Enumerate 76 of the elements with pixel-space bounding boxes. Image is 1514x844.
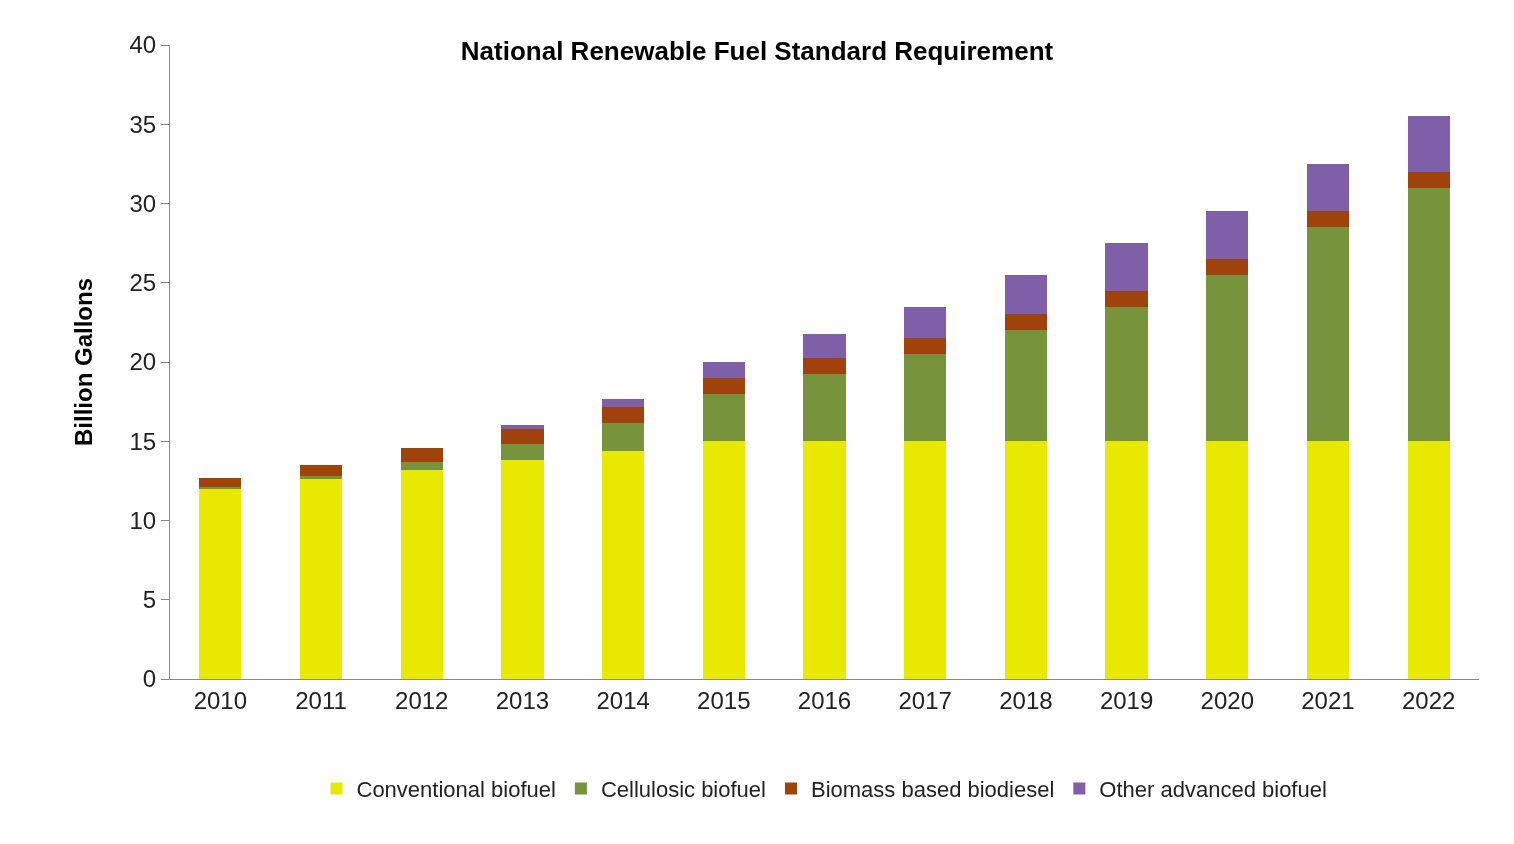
x-tick-label: 2016 xyxy=(797,686,852,714)
legend-label: Biomass based biodiesel xyxy=(810,777,1055,803)
bar xyxy=(400,461,443,470)
bar xyxy=(501,460,544,679)
bar xyxy=(400,447,443,462)
bar xyxy=(199,488,242,679)
bar xyxy=(199,477,242,488)
x-tick-label: 2018 xyxy=(999,686,1053,714)
y-tick-label: 40 xyxy=(129,31,157,59)
y-tick-label: 5 xyxy=(142,586,157,614)
x-tick-label: 2021 xyxy=(1301,686,1355,714)
x-tick-label: 2019 xyxy=(1099,686,1154,714)
bar xyxy=(904,338,947,355)
bar xyxy=(803,358,846,374)
x-tick-label: 2010 xyxy=(193,686,248,714)
bar xyxy=(904,306,947,339)
bar xyxy=(702,362,745,378)
bar xyxy=(1407,171,1450,188)
x-tick-label: 2011 xyxy=(295,686,347,714)
bar xyxy=(1004,441,1048,679)
bar xyxy=(501,428,544,445)
bar xyxy=(299,479,343,679)
bar xyxy=(1306,441,1350,679)
bar xyxy=(1105,290,1148,307)
x-tick-label: 2020 xyxy=(1200,686,1254,714)
bar xyxy=(501,425,544,429)
bar xyxy=(1206,441,1249,679)
bar xyxy=(1306,211,1350,228)
bar xyxy=(803,441,846,679)
bar xyxy=(702,393,745,442)
y-tick-label: 15 xyxy=(129,427,157,455)
bar xyxy=(1407,187,1450,442)
bar xyxy=(904,354,947,442)
bar xyxy=(803,334,846,359)
chart-title: National Renewable Fuel Standard Requirement xyxy=(460,36,1054,67)
bar xyxy=(1306,227,1350,442)
bar xyxy=(1004,274,1048,315)
bar xyxy=(1306,163,1350,212)
bar xyxy=(1407,116,1450,172)
y-tick-label: 0 xyxy=(142,665,157,693)
x-tick-label: 2017 xyxy=(898,686,952,714)
bar xyxy=(1004,314,1048,331)
x-tick-label: 2013 xyxy=(495,686,550,714)
y-tick-label: 30 xyxy=(129,189,157,217)
bar xyxy=(299,465,343,477)
bar xyxy=(702,377,745,394)
y-tick-label: 35 xyxy=(129,110,157,138)
legend-label: Cellulosic biofuel xyxy=(600,777,766,803)
y-tick-label: 20 xyxy=(129,348,157,376)
legend-label: Conventional biofuel xyxy=(356,777,556,803)
y-axis-title: Billion Gallons xyxy=(69,277,97,447)
y-tick-label: 25 xyxy=(129,269,157,297)
bar xyxy=(1206,258,1249,275)
x-tick-label: 2014 xyxy=(596,686,650,714)
bar xyxy=(702,441,745,679)
bar xyxy=(299,476,343,480)
bar xyxy=(601,407,645,424)
legend-label: Other advanced biofuel xyxy=(1099,777,1327,803)
bar xyxy=(601,399,645,408)
bar xyxy=(1206,211,1249,259)
x-tick-label: 2012 xyxy=(395,686,449,714)
bar xyxy=(400,469,443,679)
bar xyxy=(1105,441,1148,679)
bar xyxy=(501,444,544,461)
bar xyxy=(1105,243,1148,291)
bar xyxy=(601,450,645,679)
bar xyxy=(1206,274,1249,442)
x-tick-label: 2015 xyxy=(697,686,751,714)
bar xyxy=(904,441,947,679)
bar xyxy=(1105,306,1148,442)
x-tick-label: 2022 xyxy=(1401,686,1456,714)
y-tick-label: 10 xyxy=(129,506,157,534)
bar xyxy=(803,373,846,442)
bar xyxy=(1407,441,1450,679)
bar xyxy=(1004,330,1048,442)
bar xyxy=(601,423,645,451)
